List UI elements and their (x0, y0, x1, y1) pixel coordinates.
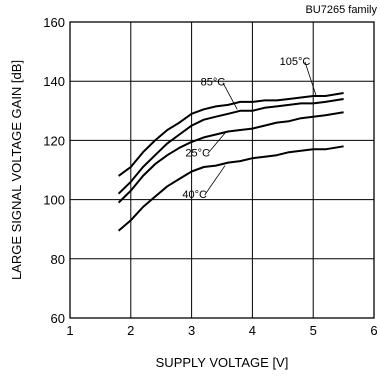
y-axis-title: LARGE SIGNAL VOLTAGE GAIN [dB] (9, 60, 24, 280)
series-105c-line (118, 92, 344, 177)
series-40c-leader (204, 165, 226, 196)
y-tick-label: 100 (43, 193, 65, 208)
series-85c-leader (222, 82, 238, 110)
x-tick-label: 1 (66, 323, 73, 338)
tick-labels: 1 2 3 4 5 6 60 80 100 120 140 160 (43, 15, 377, 338)
x-tick-label: 4 (249, 323, 256, 338)
y-tick-label: 60 (51, 311, 65, 326)
series-labels: 40°C 25°C 85°C 105°C (182, 56, 317, 201)
y-tick-label: 160 (43, 15, 65, 30)
series-85c-label: 85°C (201, 77, 226, 89)
series-25c-leader (207, 132, 226, 154)
y-tick-label: 140 (43, 74, 65, 89)
x-axis-title: SUPPLY VOLTAGE [V] (156, 355, 289, 370)
y-tick-label: 80 (51, 252, 65, 267)
series-40c-label: 40°C (182, 189, 207, 201)
y-tick-label: 120 (43, 133, 65, 148)
family-label: BU7265 family (305, 4, 377, 16)
series-25c-label: 25°C (185, 148, 210, 160)
series-105c-leader (304, 61, 317, 97)
series-105c-label: 105°C (280, 56, 311, 68)
series-25c-line (117, 111, 344, 204)
x-tick-label: 3 (188, 323, 195, 338)
series-lines (117, 92, 344, 232)
x-tick-label: 2 (127, 323, 134, 338)
series-40c-line (117, 145, 344, 232)
x-tick-label: 5 (310, 323, 317, 338)
grid-lines (70, 22, 374, 318)
x-tick-label: 6 (370, 323, 377, 338)
series-85c-line (117, 98, 344, 195)
